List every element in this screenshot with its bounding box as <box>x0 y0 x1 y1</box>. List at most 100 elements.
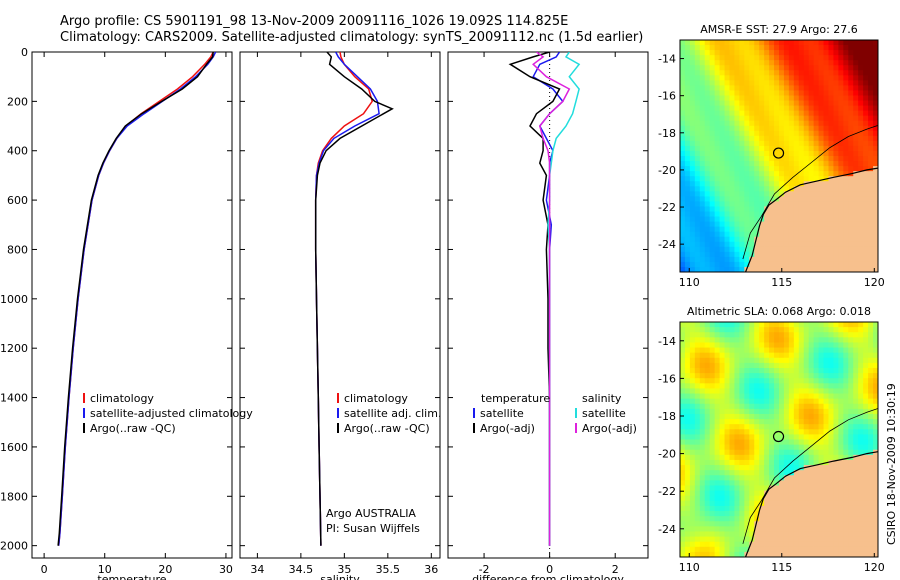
heatmap-cell <box>689 130 696 137</box>
heatmap-cell <box>828 236 835 243</box>
heatmap-cell <box>853 191 859 197</box>
heatmap-cell <box>779 161 785 167</box>
heatmap-cell <box>853 347 859 354</box>
heatmap-cell <box>769 393 775 400</box>
heatmap-cell <box>779 135 785 142</box>
heatmap-cell <box>694 362 701 369</box>
heatmap-cell <box>714 413 721 420</box>
heatmap-cell <box>709 378 716 384</box>
heatmap-cell <box>808 541 815 548</box>
heatmap-cell <box>783 459 790 466</box>
heatmap-cell <box>680 449 686 456</box>
heatmap-cell <box>729 231 736 238</box>
heatmap-cell <box>704 465 711 471</box>
heatmap-cell <box>769 150 775 157</box>
heatmap-cell <box>823 45 830 51</box>
heatmap-cell <box>744 186 750 192</box>
heatmap-cell <box>744 85 750 92</box>
heatmap-cell <box>694 434 701 441</box>
heatmap-cell <box>783 322 790 328</box>
heatmap-cell <box>838 125 844 132</box>
series-group <box>508 52 581 546</box>
heatmap-cell <box>858 434 864 441</box>
heatmap-cell <box>793 206 800 213</box>
heatmap-cell <box>719 347 726 354</box>
heatmap-cell <box>749 60 755 66</box>
heatmap-cell <box>863 327 869 333</box>
heatmap-cell <box>704 327 711 333</box>
heatmap-cell <box>783 327 790 333</box>
heatmap-cell <box>783 551 790 557</box>
heatmap-cell <box>798 45 805 51</box>
heatmap-cell <box>863 526 869 533</box>
heatmap-cell <box>838 145 844 152</box>
heatmap-cell <box>873 434 878 441</box>
heatmap-cell <box>873 408 878 415</box>
heatmap-cell <box>833 261 839 268</box>
heatmap-cell <box>689 261 696 268</box>
heatmap-cell <box>843 266 849 272</box>
heatmap-cell <box>769 206 775 213</box>
heatmap-cell <box>803 327 810 333</box>
heatmap-cell <box>838 511 844 517</box>
heatmap-cell <box>709 125 716 132</box>
heatmap-cell <box>699 342 706 349</box>
heatmap-cell <box>689 490 696 497</box>
heatmap-cell <box>783 332 790 338</box>
isobath <box>742 125 878 260</box>
heatmap-cell <box>689 470 696 476</box>
heatmap-cell <box>823 125 830 132</box>
heatmap-cell <box>714 60 721 66</box>
heatmap-cell <box>873 40 878 46</box>
heatmap-cell <box>749 357 755 364</box>
heatmap-cell <box>833 120 839 127</box>
y-tick-label: -14 <box>658 53 676 66</box>
heatmap-cell <box>724 419 731 425</box>
heatmap-cell <box>843 201 849 208</box>
heatmap-cell <box>774 110 780 117</box>
heatmap-cell <box>749 196 755 202</box>
heatmap-cell <box>764 485 770 492</box>
heatmap-cell <box>739 424 745 430</box>
heatmap-cell <box>833 352 839 359</box>
heatmap-cell <box>709 50 716 56</box>
heatmap-cell <box>759 241 765 248</box>
heatmap-cell <box>868 241 874 248</box>
heatmap-cell <box>694 342 701 349</box>
heatmap-cell <box>803 256 810 263</box>
heatmap-cell <box>813 176 820 182</box>
heatmap-cell <box>769 266 775 272</box>
heatmap-cell <box>848 352 854 359</box>
heatmap-cell <box>783 90 790 97</box>
heatmap-cell <box>754 337 760 344</box>
heatmap-cell <box>843 388 849 395</box>
heatmap-cell <box>739 40 745 46</box>
heatmap-cell <box>704 90 711 97</box>
heatmap-cell <box>873 266 878 272</box>
heatmap-cell <box>744 65 750 71</box>
heatmap-cell <box>808 511 815 517</box>
heatmap-cell <box>813 332 820 338</box>
heatmap-cell <box>858 439 864 446</box>
heatmap-cell <box>704 216 711 223</box>
heatmap-cell <box>783 60 790 66</box>
heatmap-cell <box>779 500 785 507</box>
heatmap-cell <box>739 186 745 192</box>
heatmap-cell <box>764 251 770 258</box>
heatmap-cell <box>724 256 731 263</box>
heatmap-cell <box>783 186 790 192</box>
heatmap-cell <box>798 444 805 451</box>
heatmap-cell <box>689 454 696 461</box>
heatmap-cell <box>783 110 790 117</box>
heatmap-cell <box>719 403 726 410</box>
heatmap-cell <box>848 383 854 390</box>
heatmap-cell <box>858 156 864 162</box>
heatmap-cell <box>739 480 745 487</box>
heatmap-cell <box>808 70 815 76</box>
heatmap-cell <box>848 439 854 446</box>
heatmap-cell <box>833 221 839 228</box>
heatmap-cell <box>803 505 810 512</box>
heatmap-cell <box>853 500 859 507</box>
heatmap-cell <box>873 419 878 425</box>
heatmap-cell <box>739 150 745 157</box>
